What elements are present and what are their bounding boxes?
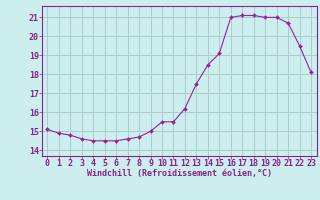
- X-axis label: Windchill (Refroidissement éolien,°C): Windchill (Refroidissement éolien,°C): [87, 169, 272, 178]
